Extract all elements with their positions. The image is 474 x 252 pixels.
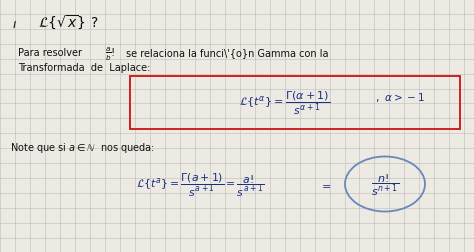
Bar xyxy=(130,77,460,130)
Text: $\mathcal{L}\{t^{a}\} = \dfrac{\Gamma(a+1)}{s^{a+1}} = \dfrac{a!}{s^{a+1}}$: $\mathcal{L}\{t^{a}\} = \dfrac{\Gamma(a+… xyxy=(136,171,264,198)
Text: se relaciona la funci\'{o}n Gamma con la: se relaciona la funci\'{o}n Gamma con la xyxy=(126,48,328,58)
Text: $\dfrac{n!}{s^{n+1}}$: $\dfrac{n!}{s^{n+1}}$ xyxy=(371,172,399,197)
Text: $\imath$: $\imath$ xyxy=(12,18,17,31)
Text: Transformada  de  Laplace:: Transformada de Laplace: xyxy=(18,63,150,73)
Text: $\mathcal{L}\{t^{\alpha}\} = \dfrac{\Gamma(\alpha+1)}{s^{\alpha+1}}$: $\mathcal{L}\{t^{\alpha}\} = \dfrac{\Gam… xyxy=(239,89,330,116)
Text: ,  $\alpha > -1$: , $\alpha > -1$ xyxy=(375,91,425,104)
Text: Note que si $a \in \mathbb{N}$  nos queda:: Note que si $a \in \mathbb{N}$ nos queda… xyxy=(10,140,155,154)
Text: $\mathcal{L}\{\sqrt{x}\}$ ?: $\mathcal{L}\{\sqrt{x}\}$ ? xyxy=(38,14,99,32)
Text: $=$: $=$ xyxy=(319,179,331,189)
Text: $\frac{a}{b}!$: $\frac{a}{b}!$ xyxy=(105,46,116,63)
Text: Para resolver: Para resolver xyxy=(18,48,82,58)
